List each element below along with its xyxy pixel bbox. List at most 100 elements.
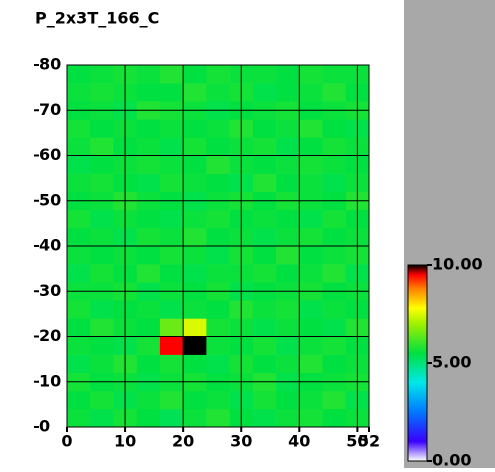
heat-cell <box>206 65 230 84</box>
heat-cell <box>90 173 114 192</box>
heat-cell <box>322 155 347 174</box>
colorbar <box>407 264 428 462</box>
heat-cell <box>322 318 347 337</box>
heat-cell <box>299 336 323 355</box>
x-tick-label: 20 <box>172 432 194 451</box>
heat-cell <box>206 246 230 265</box>
heat-cell <box>136 119 161 138</box>
heat-cell <box>90 65 114 84</box>
heat-cell <box>276 354 300 373</box>
y-tick-label: 40 <box>39 236 61 255</box>
heat-cell <box>67 246 91 265</box>
heat-cell <box>252 137 277 156</box>
heat-cell <box>252 209 277 229</box>
heat-cell <box>136 336 161 355</box>
chart-title: P_2x3T_166_C <box>35 9 159 28</box>
heat-cell <box>136 246 161 265</box>
heat-cell <box>276 209 300 229</box>
heat-cell <box>90 264 114 283</box>
heat-cell <box>206 155 230 174</box>
heat-cell <box>90 300 114 319</box>
y-tick-label: 80 <box>39 55 61 74</box>
heat-cell <box>136 264 161 283</box>
heat-cell <box>136 65 161 84</box>
heat-cell <box>159 318 184 337</box>
heat-cell <box>90 137 114 156</box>
heat-cell <box>90 354 114 373</box>
heat-cell <box>206 209 230 229</box>
heat-cell <box>183 336 207 355</box>
heat-cell <box>159 65 184 84</box>
heat-cell <box>322 390 347 410</box>
heat-cell <box>299 264 323 283</box>
heat-cell <box>299 354 323 373</box>
heat-cell <box>276 264 300 283</box>
heat-cell <box>276 173 300 192</box>
heat-cell <box>136 390 161 410</box>
heat-cell <box>276 408 300 428</box>
heat-cell <box>183 408 207 428</box>
heat-cell <box>183 227 207 247</box>
y-tick-label: 60 <box>39 145 61 164</box>
heat-cell <box>67 119 91 138</box>
heat-cell <box>322 119 347 138</box>
heat-cell <box>136 137 161 156</box>
heat-cell <box>159 354 184 373</box>
heat-cell <box>159 83 184 102</box>
heat-cell <box>67 65 91 84</box>
colorbar-tick-label: 10.00 <box>432 255 483 274</box>
heat-cell <box>252 354 277 373</box>
x-tick-label: 40 <box>288 432 310 451</box>
heat-cell <box>252 336 277 355</box>
heat-cell <box>322 173 347 192</box>
heat-cell <box>276 137 300 156</box>
heat-cell <box>159 137 184 156</box>
heat-cell <box>276 155 300 174</box>
heat-cell <box>183 173 207 192</box>
heat-cell <box>322 137 347 156</box>
x-tick-label: 30 <box>230 432 252 451</box>
heat-cell <box>159 408 184 428</box>
heat-cell <box>183 354 207 373</box>
heat-cell <box>136 300 161 319</box>
heat-cell <box>276 227 300 247</box>
heat-cell <box>136 155 161 174</box>
heat-cell <box>183 209 207 229</box>
heat-cell <box>136 318 161 337</box>
heat-cell <box>136 227 161 247</box>
heat-cell <box>276 246 300 265</box>
heat-cell <box>252 83 277 102</box>
heat-cell <box>67 300 91 319</box>
heat-cell <box>322 300 347 319</box>
y-tick-label: 30 <box>39 281 61 300</box>
heat-cell <box>299 246 323 265</box>
heat-cell <box>206 390 230 410</box>
heat-cell <box>206 173 230 192</box>
heat-cell <box>183 264 207 283</box>
heat-cell <box>252 390 277 410</box>
heat-cell <box>299 390 323 410</box>
heat-cell <box>276 336 300 355</box>
heat-cell <box>322 65 347 84</box>
heat-cell <box>136 408 161 428</box>
heat-cell <box>183 83 207 102</box>
heat-cell <box>252 318 277 337</box>
heat-cell <box>67 336 91 355</box>
heat-cell <box>90 390 114 410</box>
heat-cell <box>299 318 323 337</box>
heat-cell <box>183 65 207 84</box>
heat-cell <box>299 227 323 247</box>
heat-cell <box>67 318 91 337</box>
heat-cell <box>90 408 114 428</box>
heat-cell <box>159 300 184 319</box>
colorbar-tick-label: 0.00 <box>432 451 471 469</box>
heat-cell <box>206 408 230 428</box>
heat-cell <box>276 83 300 102</box>
heat-cell <box>206 227 230 247</box>
y-tick-label: 70 <box>39 100 61 119</box>
heat-cell <box>159 390 184 410</box>
heat-cell <box>322 264 347 283</box>
heat-cell <box>90 155 114 174</box>
heat-cell <box>67 209 91 229</box>
heat-cell <box>299 408 323 428</box>
